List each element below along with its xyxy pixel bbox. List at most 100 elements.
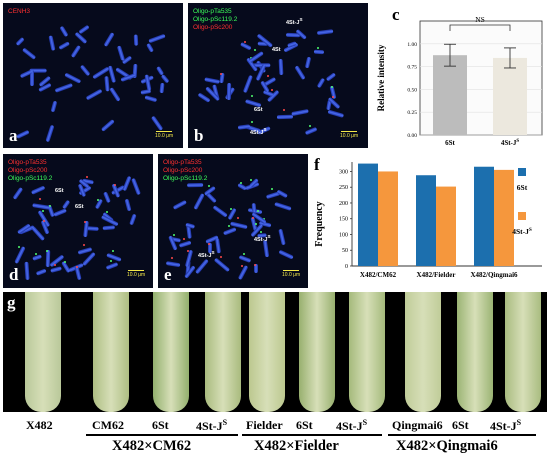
y-tick-label: 0.75	[407, 65, 417, 71]
fish-signal	[109, 259, 112, 262]
fish-signal	[48, 204, 51, 207]
chromosome	[103, 224, 115, 230]
probe-label: Oligo-pTa535	[163, 159, 202, 166]
probe-legend-d: Oligo-pTa535 Oligo-pSc200 Oligo-pSc119.2	[8, 159, 52, 183]
bar	[494, 169, 514, 266]
bar	[416, 175, 436, 266]
chromosome	[122, 176, 132, 192]
panel-label-f: f	[314, 155, 320, 174]
chromosome	[226, 83, 231, 100]
y-tick-label: 1.00	[407, 42, 417, 48]
bar	[433, 55, 467, 136]
bar	[493, 57, 527, 135]
legend-swatch	[518, 168, 526, 176]
y-tick-label: 50	[342, 248, 348, 254]
leaf-segment	[249, 292, 285, 412]
leaf-caption: 6St	[296, 418, 313, 432]
fish-signal	[283, 108, 286, 111]
fish-signal	[254, 48, 257, 51]
leaf-caption: 4St-JS	[336, 418, 368, 433]
fish-signal	[271, 89, 274, 92]
panel-label-g: g	[7, 293, 16, 312]
fish-signal	[242, 252, 245, 255]
x-tick-label: X482/Fielder	[417, 271, 456, 279]
probe-label: Oligo-pSc200	[193, 24, 233, 31]
chromosome	[24, 262, 30, 281]
chromosome	[51, 100, 58, 112]
fish-signal	[251, 95, 254, 98]
fish-signal	[251, 216, 254, 219]
leaf-caption: CM62	[92, 418, 124, 432]
legend-label: 4St-JS	[512, 227, 532, 236]
chromosome-mark: 6St	[55, 188, 64, 194]
chromosome	[81, 251, 96, 266]
fish-signal	[39, 198, 42, 201]
leaf-segment	[153, 292, 189, 412]
leaf-segment	[505, 292, 541, 412]
fish-signal	[83, 244, 86, 247]
chromosome	[277, 228, 286, 246]
chromosome	[214, 258, 231, 273]
probe-label: Oligo-pSc119.2	[163, 175, 208, 182]
group-underline	[388, 434, 536, 436]
x-tick-label: 4St-JS	[501, 139, 520, 147]
fish-signal	[266, 74, 269, 77]
y-axis-label: Relative intensity	[376, 44, 386, 111]
fish-signal	[239, 181, 242, 184]
fish-signal	[170, 256, 173, 259]
fish-signal	[244, 41, 247, 44]
fish-signal	[220, 72, 223, 75]
legend-swatch	[518, 212, 526, 220]
chromosome-mark: 4St-JS	[254, 234, 271, 243]
legend-label: 6St	[517, 183, 528, 192]
chromosome-mark: 4St	[272, 47, 281, 53]
chromosome	[144, 95, 157, 103]
chromosome	[12, 186, 24, 200]
chromosome	[316, 77, 326, 88]
chromosome	[294, 65, 307, 81]
y-tick-label: 200	[339, 201, 348, 207]
chromosome	[238, 254, 252, 263]
leaf-caption: Fielder	[246, 418, 283, 432]
fish-signal	[250, 179, 253, 182]
chromosome	[124, 198, 132, 212]
probe-label: Oligo-pSc200	[163, 167, 203, 174]
probe-legend-b: Oligo-pTa535 Oligo-pSc119.2 Oligo-pSc200	[193, 8, 237, 32]
chromosome	[32, 254, 43, 261]
chromosome	[325, 72, 336, 82]
y-tick-label: 0.50	[407, 87, 417, 93]
chromosome	[150, 115, 163, 132]
fish-signal	[241, 264, 244, 267]
chromosome	[32, 203, 50, 210]
chromosome	[48, 35, 56, 51]
y-tick-label: 250	[339, 185, 348, 191]
fish-signal	[309, 124, 312, 127]
chromosome	[53, 208, 68, 218]
chromosome	[61, 199, 71, 210]
fish-signal	[186, 249, 189, 252]
chromosome-mark: 4St-JS	[198, 250, 215, 259]
y-axis-label: Frequency	[314, 201, 325, 246]
x-tick-label: 6St	[445, 139, 455, 147]
significance-bracket	[449, 24, 511, 31]
fish-signal	[35, 252, 38, 255]
y-tick-label: 150	[339, 217, 348, 223]
fish-signal	[208, 243, 211, 246]
group-caption: X482×Fielder	[254, 438, 339, 454]
chromosome	[109, 87, 122, 102]
probe-label: Oligo-pTa535	[8, 159, 47, 166]
chromosome	[159, 83, 165, 94]
y-tick-label: 0	[345, 264, 348, 270]
y-tick-label: 300	[339, 169, 348, 175]
leaf-caption: 4St-JS	[196, 418, 228, 433]
fish-signal	[106, 210, 109, 213]
leaf-segment	[25, 292, 61, 412]
chromosome-mark: 4St-JS	[250, 127, 267, 136]
chart-frequency: 0 50 100 150 200 250 300 X482/CM62 X482/Fielder X…	[314, 155, 542, 279]
probe-legend-e: Oligo-pTa535 Oligo-pSc200 Oligo-pSc119.2	[163, 159, 207, 183]
y-tick-label: 100	[339, 232, 348, 238]
fish-signal	[43, 219, 46, 222]
leaf-caption: X482	[26, 418, 53, 432]
group-underline	[86, 434, 238, 436]
fish-signal	[236, 217, 239, 220]
